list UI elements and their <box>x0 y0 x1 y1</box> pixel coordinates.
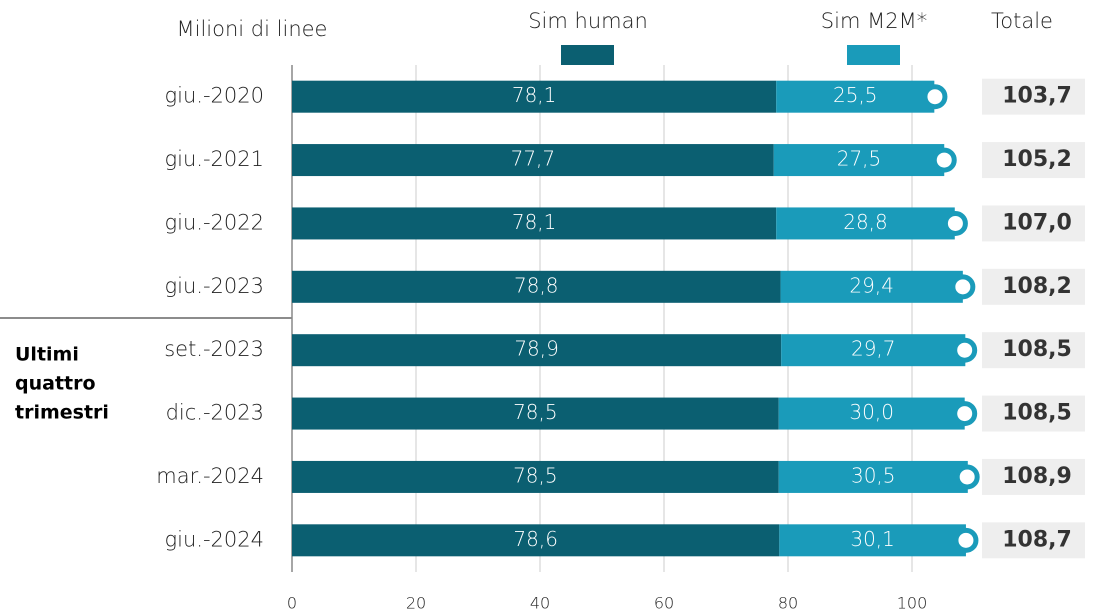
y-tick-label: giu.-2024 <box>165 527 264 551</box>
total-box <box>982 395 1085 432</box>
y-tick-label: dic.-2023 <box>166 401 264 425</box>
total-box <box>982 458 1085 495</box>
bar-value-label: 78,1 <box>512 210 557 234</box>
total-marker <box>950 274 976 300</box>
bar-segment <box>292 80 777 113</box>
bar-value-label: 78,5 <box>513 463 558 487</box>
bar-segment <box>781 334 966 367</box>
total-marker <box>931 147 957 173</box>
total-box <box>982 78 1085 115</box>
bar-segment <box>292 207 777 240</box>
total-box <box>982 205 1085 242</box>
bar-value-label: 25,5 <box>833 83 878 107</box>
group-label: trimestri <box>15 402 109 424</box>
total-label: 108,2 <box>1002 274 1072 299</box>
total-marker <box>952 337 978 363</box>
totals-header: Totale <box>991 9 1053 33</box>
bar-value-label: 78,9 <box>514 337 559 361</box>
total-label: 103,7 <box>1002 84 1072 109</box>
bar-value-label: 78,1 <box>512 83 557 107</box>
total-marker <box>954 464 980 490</box>
total-box <box>982 268 1085 305</box>
bar-segment <box>773 144 945 177</box>
bar-value-label: 78,8 <box>514 273 559 297</box>
bar-segment <box>779 524 966 557</box>
x-tick-label: 100 <box>897 594 928 613</box>
total-marker <box>953 527 979 553</box>
bar-value-label: 30,1 <box>850 527 895 551</box>
group-label: quattro <box>15 373 96 395</box>
bar-segment <box>292 334 782 367</box>
bar-value-label: 30,5 <box>851 463 896 487</box>
total-label: 108,5 <box>1002 401 1072 426</box>
x-tick-label: 80 <box>778 594 798 613</box>
bar-value-label: 27,5 <box>837 147 882 171</box>
bar-value-label: 78,5 <box>513 400 558 424</box>
bar-segment <box>292 460 779 493</box>
y-tick-label: mar.-2024 <box>156 464 264 488</box>
bar-segment <box>776 80 935 113</box>
total-label: 107,0 <box>1002 210 1072 235</box>
y-tick-label: set.-2023 <box>164 337 264 361</box>
total-marker <box>952 401 978 427</box>
total-marker <box>922 84 948 110</box>
bar-segment <box>776 207 955 240</box>
bar-segment <box>292 524 780 557</box>
total-label: 105,2 <box>1002 147 1072 172</box>
bar-segment <box>778 397 965 430</box>
bar-value-label: 78,6 <box>513 527 558 551</box>
bar-segment <box>780 270 963 303</box>
x-tick-label: 60 <box>654 594 674 613</box>
total-box <box>982 522 1085 559</box>
bar-value-label: 30,0 <box>849 400 894 424</box>
bar-value-label: 29,7 <box>851 337 896 361</box>
legend-swatch <box>847 45 900 65</box>
y-tick-label: giu.-2022 <box>165 210 264 234</box>
bar-value-label: 29,4 <box>849 273 894 297</box>
bar-segment <box>292 144 774 177</box>
x-tick-label: 20 <box>406 594 426 613</box>
x-tick-label: 0 <box>287 594 297 613</box>
total-marker <box>942 210 968 236</box>
total-label: 108,5 <box>1002 337 1072 362</box>
y-tick-label: giu.-2020 <box>165 84 264 108</box>
group-label: Ultimi <box>15 344 79 366</box>
y-tick-label: giu.-2023 <box>165 274 264 298</box>
unit-label: Milioni di linee <box>177 17 328 41</box>
total-label: 108,7 <box>1002 527 1072 552</box>
x-tick-label: 40 <box>530 594 550 613</box>
bar-segment <box>292 270 781 303</box>
total-box <box>982 332 1085 369</box>
bar-segment <box>292 397 779 430</box>
legend-label: Sim M2M* <box>821 9 927 33</box>
bar-segment <box>778 460 968 493</box>
y-tick-label: giu.-2021 <box>165 147 264 171</box>
legend-label: Sim human <box>528 9 648 33</box>
total-label: 108,9 <box>1002 464 1072 489</box>
total-box <box>982 142 1085 179</box>
bar-value-label: 28,8 <box>843 210 888 234</box>
bar-value-label: 77,7 <box>511 147 556 171</box>
legend-swatch <box>561 45 614 65</box>
